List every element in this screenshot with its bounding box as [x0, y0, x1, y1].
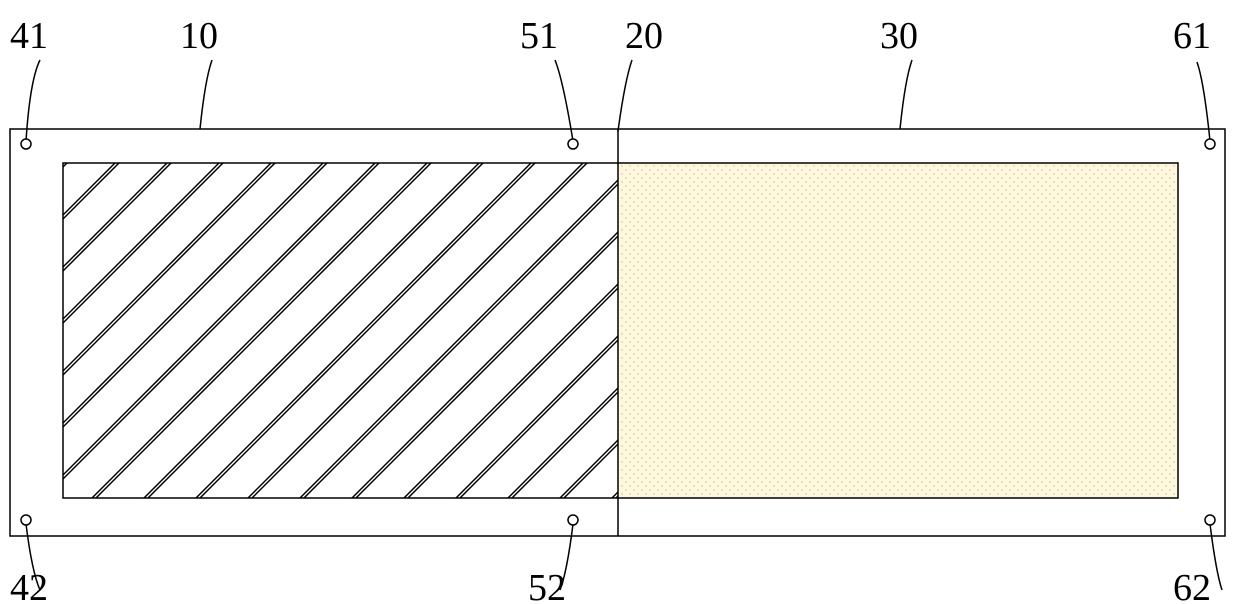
marker-circle — [1205, 515, 1215, 525]
leader-line — [900, 60, 912, 129]
reference-label: 10 — [180, 15, 218, 57]
marker-circle — [1205, 139, 1215, 149]
leader-line — [1210, 524, 1222, 590]
reference-label: 52 — [528, 567, 566, 604]
reference-label: 42 — [10, 567, 48, 604]
marker-circle — [568, 139, 578, 149]
leader-line — [200, 60, 212, 129]
marker-circle — [21, 139, 31, 149]
leader-line — [618, 60, 632, 131]
reference-label: 20 — [625, 15, 663, 57]
marker-circle — [21, 515, 31, 525]
reference-label: 62 — [1173, 567, 1211, 604]
reference-label: 41 — [10, 15, 48, 57]
reference-label: 30 — [880, 15, 918, 57]
reference-label: 51 — [520, 15, 558, 57]
marker-circle — [568, 515, 578, 525]
region-30-dotted — [618, 163, 1178, 498]
reference-label: 61 — [1173, 15, 1211, 57]
patent-diagram: 41 10 51 20 30 61 42 52 62 — [0, 0, 1240, 604]
